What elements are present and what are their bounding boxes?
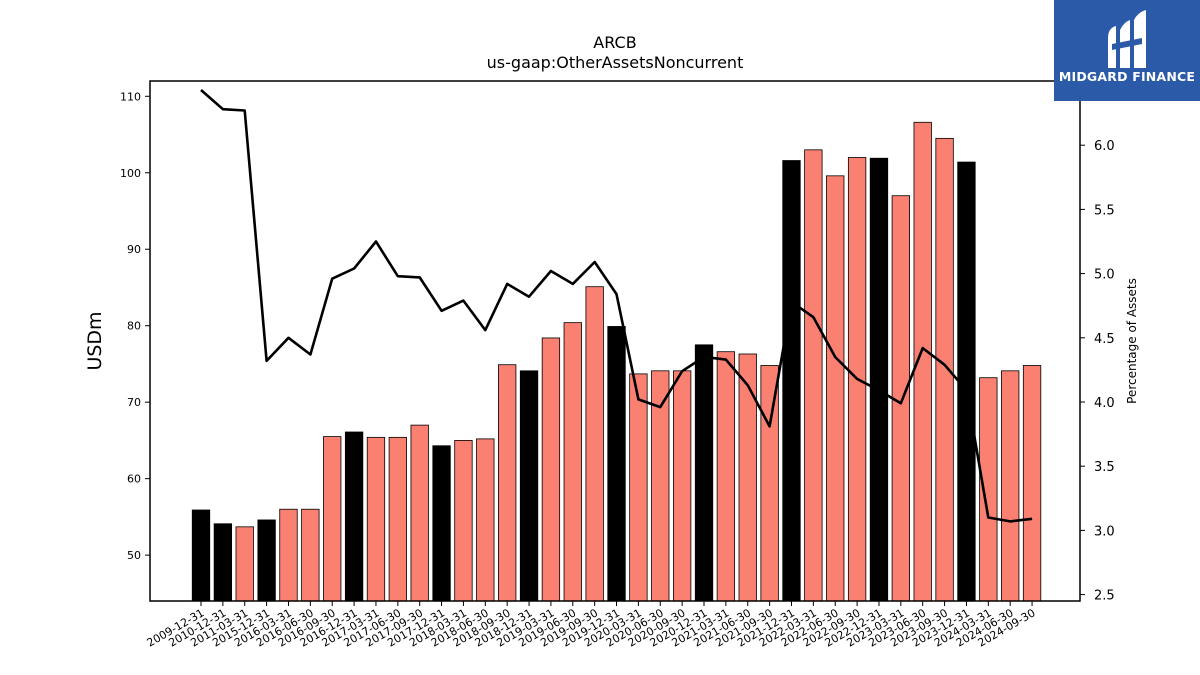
bar-series (191, 121, 1042, 602)
axes: 50 60 70 80 90 100 110 2.5 3.0 3.5 4.0 4.5 5.0 5.5 6.0… (120, 80, 1115, 650)
bar (760, 365, 779, 602)
bar (410, 424, 429, 602)
bar (191, 509, 211, 602)
y-axis-label: USDm (84, 311, 106, 370)
logo-mark-icon (1108, 10, 1146, 68)
bar (935, 137, 954, 602)
bar (519, 370, 539, 602)
chart-title: ARCB (593, 33, 636, 52)
bar (476, 438, 495, 602)
bar (804, 149, 823, 602)
bar (388, 436, 407, 602)
y-tick-label: 60 (127, 473, 141, 486)
bar (629, 373, 648, 602)
bar (498, 364, 517, 602)
bar (454, 440, 473, 602)
bar (257, 519, 276, 602)
brand-logo: MIDGARD FINANCE (1054, 0, 1200, 101)
y2-tick-label: 3.0 (1094, 524, 1115, 539)
plot-frame (149, 80, 1081, 602)
bar (782, 160, 801, 602)
bar (716, 351, 736, 602)
bar (585, 286, 604, 602)
y2-tick-label: 5.0 (1094, 268, 1115, 283)
bar (1001, 370, 1020, 602)
logo-text: MIDGARD FINANCE (1058, 69, 1196, 84)
bar (607, 326, 626, 602)
y2-tick-label: 5.5 (1094, 203, 1115, 218)
y-tick-label: 90 (127, 243, 141, 256)
y2-tick-label: 4.5 (1094, 332, 1115, 347)
bar (344, 431, 364, 602)
bar (279, 508, 298, 602)
y-tick-label: 110 (120, 90, 141, 103)
bar (213, 523, 233, 602)
y2-tick-label: 2.5 (1094, 589, 1115, 604)
bar (826, 175, 845, 602)
bar (694, 344, 714, 602)
bar (432, 445, 451, 602)
bar (869, 157, 889, 602)
line-series (200, 89, 1033, 523)
y2-tick-label: 4.0 (1094, 396, 1115, 411)
bar (563, 322, 582, 602)
bar (301, 508, 320, 602)
bar (738, 353, 757, 602)
y2-axis-label: Percentage of Assets (1125, 278, 1139, 404)
chart-subtitle: us-gaap:OtherAssetsNoncurrent (487, 53, 744, 72)
y-tick-label: 50 (127, 549, 141, 562)
bar (541, 337, 561, 602)
bar (672, 370, 692, 602)
y-tick-label: 100 (120, 167, 141, 180)
bar (235, 526, 254, 602)
y2-tick-label: 3.5 (1094, 460, 1115, 475)
y2-tick-label: 6.0 (1094, 139, 1115, 154)
y-tick-label: 70 (127, 396, 141, 409)
bar (366, 436, 386, 602)
bar (1022, 365, 1042, 602)
y-tick-label: 80 (127, 320, 141, 333)
series-line (200, 89, 1033, 523)
bar (323, 436, 342, 602)
